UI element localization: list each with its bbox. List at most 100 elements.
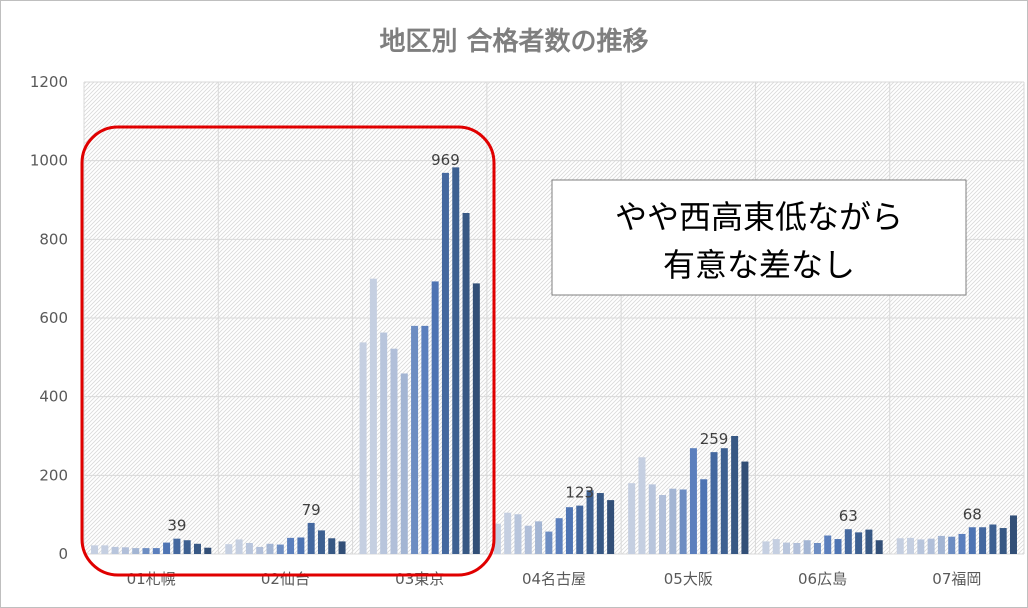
data-labels: 39 79 969 123 259 63 68 — [167, 151, 982, 535]
bar — [328, 538, 336, 554]
x-tick-label: 06広島 — [798, 570, 847, 588]
bar — [132, 548, 140, 554]
bar — [193, 543, 201, 554]
bar — [369, 278, 377, 554]
bar — [390, 348, 398, 554]
y-tick-label: 400 — [39, 388, 68, 406]
y-axis-ticks: 0 200 400 600 800 1000 1200 — [30, 73, 68, 563]
bar — [824, 535, 832, 554]
bar — [121, 547, 129, 554]
bar — [659, 495, 667, 554]
bar — [142, 548, 150, 554]
bar — [204, 547, 212, 554]
bar — [400, 373, 408, 554]
bar — [111, 546, 119, 554]
y-tick-label: 1000 — [30, 152, 68, 170]
bar — [638, 457, 646, 554]
data-label: 123 — [565, 484, 594, 502]
bar — [287, 537, 295, 554]
bar — [183, 540, 191, 554]
callout-line-2: 有意な差なし — [663, 246, 855, 284]
bar — [803, 540, 811, 554]
bar — [514, 514, 522, 554]
bar — [669, 488, 677, 554]
bar — [875, 540, 883, 554]
bar — [907, 537, 915, 554]
y-tick-label: 600 — [39, 309, 68, 327]
bar — [493, 523, 501, 554]
data-label: 63 — [839, 507, 858, 525]
y-tick-label: 1200 — [30, 73, 68, 91]
bar — [927, 538, 935, 554]
bar — [865, 529, 873, 554]
bar — [679, 489, 687, 554]
grid-lines — [83, 81, 1025, 555]
y-tick-label: 0 — [58, 545, 68, 563]
bar — [225, 544, 233, 554]
bar — [338, 541, 346, 554]
callout-line-1: やや西高東低ながら — [615, 198, 903, 236]
bar — [256, 546, 264, 554]
bars — [91, 167, 1017, 555]
bar — [917, 539, 925, 554]
bar — [896, 538, 904, 554]
y-tick-label: 200 — [39, 466, 68, 484]
data-label: 39 — [167, 517, 186, 535]
bar — [380, 332, 388, 554]
callout-box — [551, 179, 967, 296]
bar — [266, 543, 274, 554]
bar — [596, 493, 604, 554]
bar — [235, 539, 243, 554]
bar — [958, 533, 966, 554]
bar — [948, 536, 956, 554]
x-tick-label: 01札幌 — [127, 570, 176, 588]
bar — [555, 518, 563, 554]
bar — [793, 542, 801, 554]
data-label: 79 — [302, 501, 321, 519]
x-tick-label: 04名古屋 — [522, 570, 586, 588]
bar — [783, 542, 791, 554]
bar — [710, 452, 718, 554]
data-label: 259 — [700, 430, 729, 448]
bar — [545, 531, 553, 554]
bar — [452, 167, 460, 554]
bar — [628, 483, 636, 554]
bar — [297, 537, 305, 554]
bar — [276, 544, 284, 554]
bar — [937, 535, 945, 554]
bar — [504, 512, 512, 554]
bar — [359, 342, 367, 554]
bar — [855, 532, 863, 554]
bar — [1009, 515, 1017, 554]
bar — [462, 212, 470, 555]
bar — [772, 539, 780, 554]
bar — [524, 525, 532, 554]
bar — [762, 541, 770, 554]
bar — [968, 527, 976, 554]
bar — [989, 524, 997, 554]
bar — [411, 325, 419, 554]
bar — [813, 542, 821, 554]
bar — [245, 542, 253, 554]
bar — [163, 542, 171, 554]
bar — [472, 283, 480, 554]
bar — [576, 505, 584, 554]
highlight-frame — [80, 125, 496, 577]
bar — [979, 527, 987, 554]
bar — [307, 522, 315, 554]
bar — [431, 281, 439, 554]
x-tick-label: 02仙台 — [261, 570, 310, 588]
bar — [741, 461, 749, 554]
y-tick-label: 800 — [39, 230, 68, 248]
bar — [421, 325, 429, 554]
data-label: 969 — [431, 151, 460, 169]
x-tick-label: 07福岡 — [932, 570, 981, 588]
bar — [317, 530, 325, 554]
bar — [152, 548, 160, 554]
x-tick-label: 05大阪 — [664, 570, 713, 588]
bar — [689, 448, 697, 554]
bar — [700, 479, 708, 554]
bar — [720, 448, 728, 554]
